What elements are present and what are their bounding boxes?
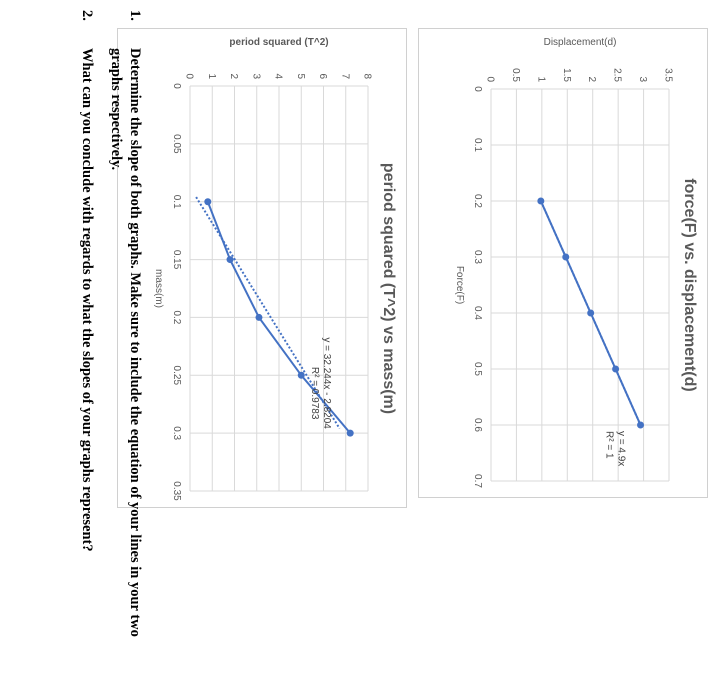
question-2-text: What can you conclude with regards to wh… (79, 48, 95, 552)
chart0-x-tick-label: 0.6 (472, 418, 483, 432)
chart1-y-tick-label: 7 (339, 73, 350, 79)
chart0-x-tick-label: 0.7 (472, 474, 483, 488)
chart0-y-tick-label: 1 (535, 76, 546, 82)
chart1-y-tick-label: 0 (184, 73, 195, 79)
chart1-x-tick-label: 0.1 (171, 195, 182, 209)
chart0-x-tick-label: 0.5 (472, 362, 483, 376)
chart0-data-point (612, 365, 620, 373)
chart1-data-point (346, 429, 354, 437)
chart1-y-tick-label: 4 (273, 73, 284, 79)
force-displacement-chart: 0 0.1 0.2 0.3 0.4 0.5 0.6 0.7 0 0.5 1 1.5 2 2.5 3 3.5 fo… (418, 28, 708, 498)
chart1-y-tick-label: 3 (250, 73, 261, 79)
chart1-y-axis-title: period squared (T^2) (229, 37, 328, 48)
chart1-y-tick-label: 8 (362, 73, 373, 79)
chart0-x-tick-label: 0.4 (472, 306, 483, 320)
question-2-number: 2. (79, 10, 95, 21)
chart0-x-tick-label: 0.3 (472, 250, 483, 264)
chart1-x-tick-label: 0.15 (171, 250, 182, 270)
chart0-y-tick-label: 3.5 (663, 68, 674, 82)
force-displacement-chart-svg: 0 0.1 0.2 0.3 0.4 0.5 0.6 0.7 0 0.5 1 1.5 2 2.5 3 3.5 fo… (454, 37, 698, 488)
chart0-y-tick-label: 2 (586, 76, 597, 82)
chart1-x-tick-label: 0.05 (171, 134, 182, 154)
chart1-y-tick-label: 2 (228, 73, 239, 79)
chart0-x-tick-label: 0 (472, 86, 483, 92)
chart1-x-tick-label: 0.2 (171, 310, 182, 324)
chart1-x-axis-title: mass(m) (153, 269, 164, 308)
period-mass-chart: 0 0.05 0.1 0.15 0.2 0.25 0.3 0.35 0 1 2 3 4 5 6 7 8 perio… (117, 28, 407, 508)
questions-list: 1. Determine the slope of both graphs. M… (67, 10, 144, 640)
chart0-x-tick-label: 0.2 (472, 194, 483, 208)
chart1-y-tick-label: 6 (317, 73, 328, 79)
chart0-x-axis-title: Force(F) (454, 266, 465, 304)
chart0-trendline-equation: y = 4.9x (616, 431, 627, 466)
chart1-title: period squared (T^2) vs mass(m) (380, 163, 397, 414)
chart1-data-point (226, 256, 234, 264)
chart0-data-point (537, 197, 545, 205)
chart1-data-point (297, 371, 305, 379)
chart0-y-axis-title: Displacement(d) (544, 37, 617, 48)
chart1-x-tick-label: 0 (171, 83, 182, 89)
chart0-y-tick-label: 0.5 (510, 68, 521, 82)
chart0-data-point (587, 309, 595, 317)
chart1-trendline-r2: R² = 0.9783 (309, 367, 320, 420)
chart0-y-tick-label: 1.5 (561, 68, 572, 82)
chart1-x-tick-label: 0.35 (171, 481, 182, 501)
chart0-data-point (637, 421, 645, 429)
period-mass-chart-svg: 0 0.05 0.1 0.15 0.2 0.25 0.3 0.35 0 1 2 3 4 5 6 7 8 perio… (153, 37, 397, 501)
chart0-title: force(F) vs. displacement(d) (681, 178, 698, 391)
question-1: 1. Determine the slope of both graphs. M… (106, 10, 144, 640)
question-1-number: 1. (127, 10, 143, 21)
question-1-text: Determine the slope of both graphs. Make… (108, 48, 143, 637)
chart1-y-tick-label: 5 (295, 73, 306, 79)
chart0-data-point (562, 253, 570, 261)
chart1-data-point (204, 198, 212, 206)
chart0-y-tick-label: 3 (637, 76, 648, 82)
chart1-data-point (255, 313, 263, 321)
chart0-trendline-r2: R² = 1 (604, 431, 615, 459)
chart1-x-tick-label: 0.25 (171, 366, 182, 386)
question-2: 2. What can you conclude with regards to… (77, 10, 96, 640)
chart0-y-tick-label: 0 (485, 76, 496, 82)
chart1-x-tick-label: 0.3 (171, 426, 182, 440)
chart1-y-tick-label: 1 (206, 73, 217, 79)
chart0-x-tick-label: 0.1 (472, 138, 483, 152)
chart1-trendline-equation: y = 32.244x - 2.8204 (321, 337, 332, 429)
chart0-y-tick-label: 2.5 (612, 68, 623, 82)
